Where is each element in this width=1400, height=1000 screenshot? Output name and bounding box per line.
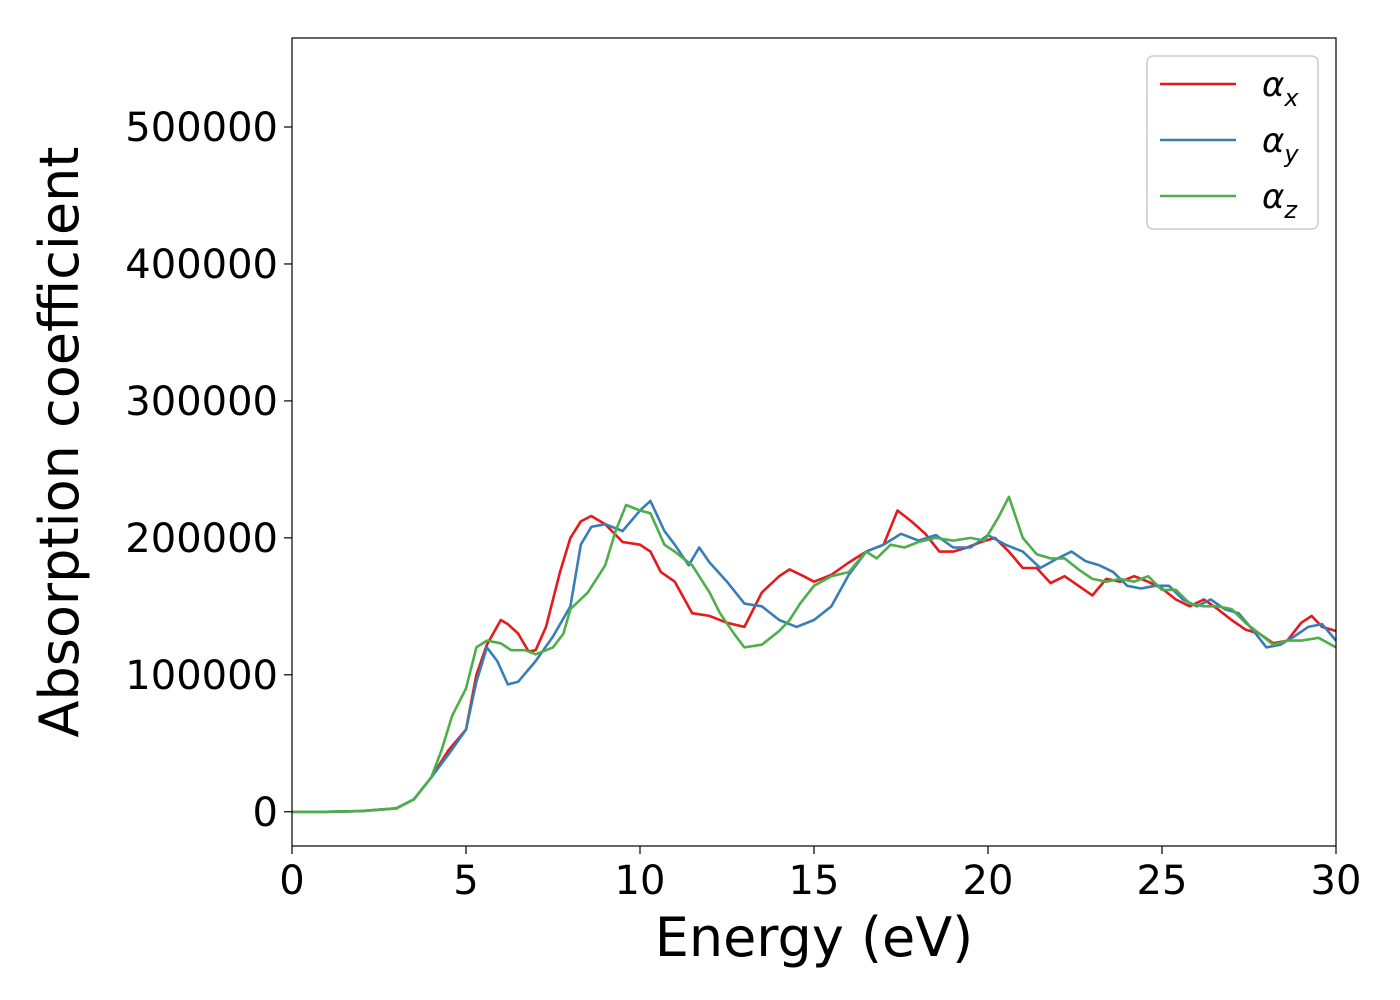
x-tick-label: 10	[615, 858, 666, 904]
x-tick-label: 20	[963, 858, 1014, 904]
legend-label-x: αx	[1262, 65, 1299, 112]
legend-subscript: y	[1283, 140, 1299, 168]
y-tick-label: 100000	[125, 653, 278, 699]
x-tick-label: 30	[1311, 858, 1362, 904]
legend-label-y: αy	[1262, 121, 1299, 168]
x-tick-label: 0	[279, 858, 304, 904]
x-axis-label: Energy (eV)	[655, 906, 974, 969]
x-tick-label: 5	[453, 858, 478, 904]
x-tick-label: 25	[1137, 858, 1188, 904]
legend-symbol: α	[1262, 177, 1284, 217]
x-axis-ticks: 0 5 10 15 20 25 30	[279, 846, 1361, 904]
series-line-y	[292, 499, 1337, 814]
x-tick-label: 15	[789, 858, 840, 904]
y-tick-label: 500000	[125, 105, 278, 151]
legend-symbol: α	[1262, 65, 1284, 105]
legend-label-z: αz	[1262, 177, 1298, 224]
y-tick-label: 300000	[125, 379, 278, 425]
y-tick-label: 200000	[125, 516, 278, 562]
legend-box	[1146, 55, 1319, 230]
legend-symbol: α	[1262, 121, 1284, 161]
legend-subscript: x	[1283, 84, 1299, 112]
series-line-z	[292, 495, 1337, 814]
y-tick-label: 0	[253, 790, 278, 836]
y-axis-ticks: 0 100000 200000 300000 400000 500000	[125, 105, 292, 836]
series-layer	[292, 495, 1337, 814]
series-line-x	[292, 509, 1337, 814]
legend-subscript: z	[1283, 196, 1298, 224]
y-axis-label: Absorption coefficient	[28, 147, 91, 738]
y-tick-label: 400000	[125, 242, 278, 288]
